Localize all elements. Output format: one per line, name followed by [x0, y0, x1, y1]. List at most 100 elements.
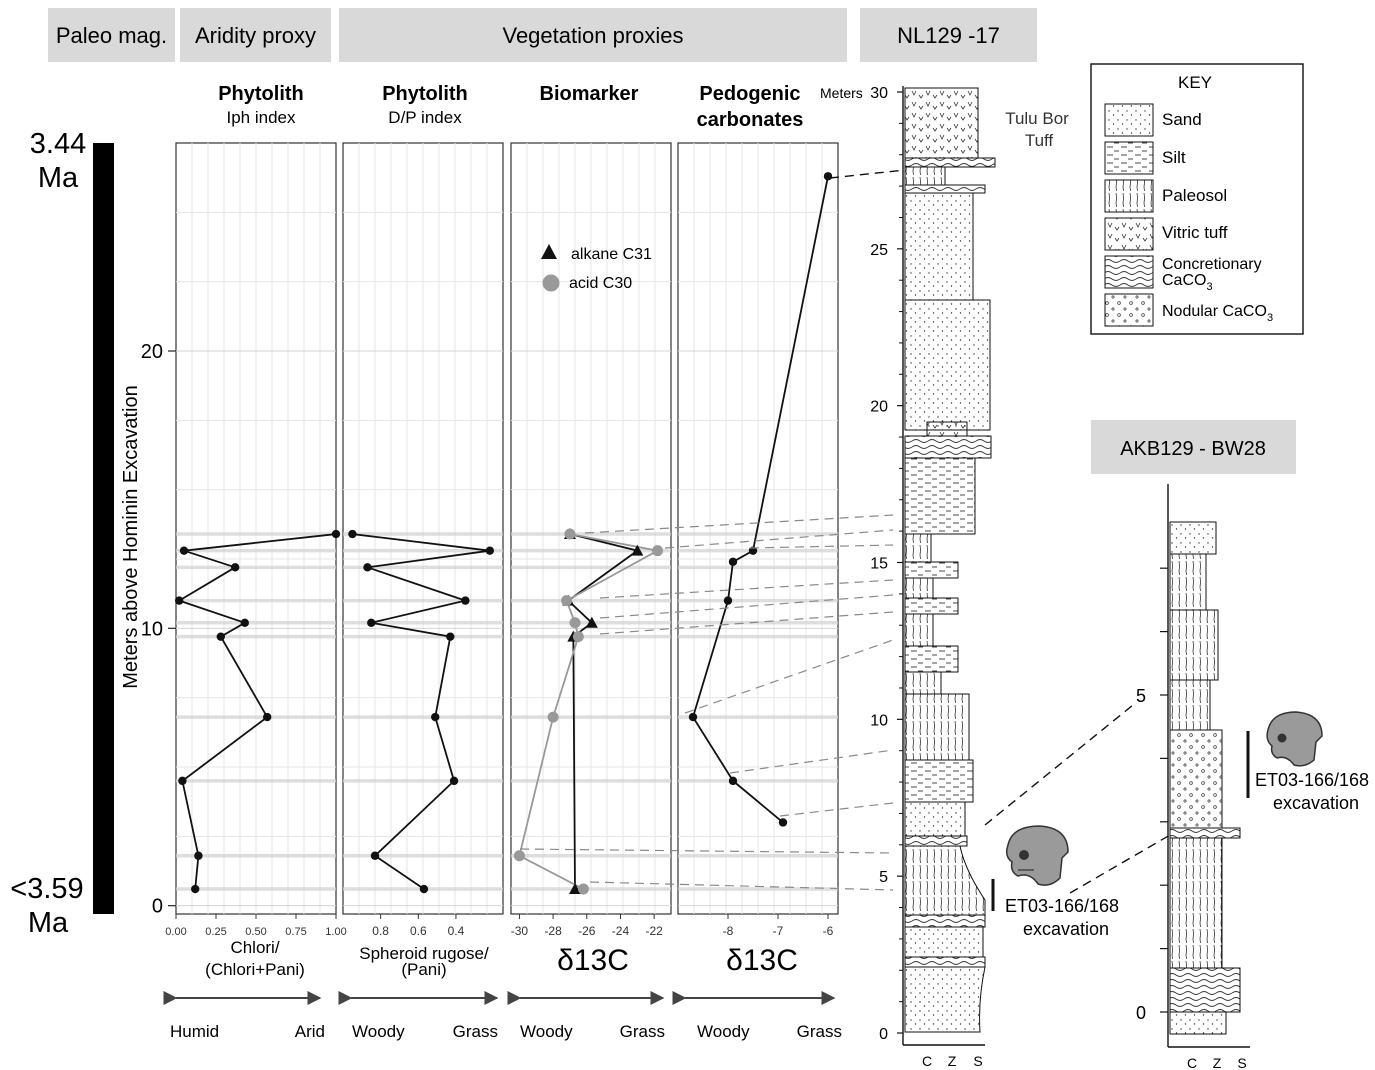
- y-tick-label: 0: [152, 896, 163, 918]
- legend-circle-marker: [542, 274, 560, 292]
- data-point: [778, 818, 788, 827]
- data-point: [652, 545, 664, 557]
- panel-carbonates-left-label: Woody: [697, 1022, 750, 1041]
- series-line: [352, 533, 490, 890]
- series-line: [177, 533, 337, 890]
- data-point: [513, 850, 525, 862]
- section1-sand-bed: [904, 192, 974, 301]
- section2-paleosol-bed: [1169, 837, 1223, 969]
- section2-paleosol-bed: [1169, 609, 1219, 681]
- section2-sand-bed: [1169, 521, 1217, 555]
- section1-tick-label: 30: [870, 85, 888, 102]
- section1-tick-label: 10: [870, 712, 888, 729]
- panel-biomarker-title: Biomarker: [540, 83, 639, 105]
- section1-sand-bed: [904, 801, 966, 837]
- panel-carbonates-right-label: Grass: [797, 1022, 842, 1041]
- panel-biomarker-right-label: Grass: [620, 1022, 665, 1041]
- section2-concretion-bed: [1169, 827, 1241, 839]
- data-point: [547, 711, 559, 723]
- header-aridity-label: Aridity proxy: [195, 23, 316, 48]
- x-tick-label: -24: [612, 924, 630, 938]
- key-title: KEY: [1178, 73, 1212, 92]
- section2-concretion-bed: [1169, 967, 1241, 1013]
- key-label-nodular: Nodular CaCO3: [1162, 303, 1273, 324]
- section1-silt-bed: [904, 561, 959, 579]
- data-point: [419, 884, 429, 894]
- key-swatch-paleosol: [1104, 179, 1154, 213]
- data-point: [370, 851, 380, 860]
- x-tick-label: -6: [823, 924, 834, 938]
- x-tick-label: -22: [645, 924, 663, 938]
- panel-iph-right-label: Arid: [295, 1022, 325, 1041]
- x-tick-label: 0.75: [285, 926, 306, 938]
- series-line: [518, 533, 661, 890]
- x-tick-label: -28: [544, 924, 562, 938]
- key-label-vitric-tuff: Vitric tuff: [1162, 223, 1228, 242]
- section1-tick-label: 15: [870, 556, 888, 573]
- section1-concretion-bed: [904, 184, 986, 194]
- data-point: [363, 563, 372, 572]
- series-line: [566, 533, 640, 890]
- section1-paleosol-bed: [904, 671, 942, 695]
- data-point: [431, 712, 440, 722]
- section1-concretion-bed: [904, 956, 986, 968]
- panel-dp-xlabel-2: (Pani): [401, 960, 446, 979]
- section2-grain-z: Z: [1213, 1055, 1222, 1070]
- data-point: [631, 544, 644, 556]
- key-swatch-sand: [1104, 103, 1154, 137]
- x-tick-label: -26: [578, 924, 596, 938]
- legend-acid-label: acid C30: [569, 275, 632, 292]
- header-section-nl129: [860, 8, 1037, 62]
- key-label-paleosol: Paleosol: [1162, 186, 1227, 205]
- x-tick-label: -30: [511, 924, 529, 938]
- data-point: [449, 776, 459, 786]
- section1-grain-s: S: [973, 1053, 982, 1069]
- header-paleomag: [48, 8, 175, 62]
- skull-icon: [1266, 711, 1323, 767]
- panel-biomarker-left-label: Woody: [520, 1022, 573, 1041]
- section1-paleosol-bed: [904, 693, 970, 761]
- tuff-label-1: Tulu Bor: [1005, 109, 1069, 128]
- data-point: [728, 776, 738, 786]
- panel-carbonates-xlabel: δ13C: [726, 944, 798, 977]
- section1-paleosol-bed: [904, 613, 934, 647]
- data-point: [191, 884, 200, 894]
- data-point: [688, 712, 698, 722]
- excavation-label-1b: excavation: [1023, 919, 1109, 939]
- header-vegetation: [339, 8, 847, 62]
- data-point: [348, 529, 357, 539]
- panel-dp-right-label: Grass: [453, 1022, 498, 1041]
- excavation-label-2b: excavation: [1273, 793, 1359, 813]
- section1-silt-bed: [904, 645, 959, 673]
- panel-carbonates-title: Pedogenic: [699, 83, 800, 105]
- section2-grain-c: C: [1187, 1055, 1197, 1070]
- header-section-akb129: [1091, 420, 1296, 474]
- panel-biomarker-xlabel: δ13C: [557, 944, 629, 977]
- header-paleomag-label: Paleo mag.: [56, 23, 167, 48]
- section2-grain-s: S: [1237, 1055, 1246, 1070]
- data-point: [748, 546, 758, 555]
- data-point: [564, 528, 576, 540]
- excavation-label-2a: ET03-166/168: [1255, 770, 1369, 790]
- section1-sand-bed: [904, 926, 984, 958]
- section1-paleosol-bed: [904, 845, 986, 916]
- key-label-silt: Silt: [1162, 148, 1186, 167]
- section1-tick-label: 5: [879, 869, 888, 886]
- section1-paleosol-bed: [904, 533, 932, 563]
- section1-tuff-bed: [904, 87, 979, 159]
- age-bottom-value: <3.59: [10, 873, 83, 905]
- panel-iph: Phytolith Iph index 0.00 0.25 0.50 0.75 1.00…: [163, 83, 347, 1041]
- panel-dp-left-label: Woody: [352, 1022, 405, 1041]
- x-tick-label: -7: [773, 924, 784, 938]
- section-connector-upper: [984, 704, 1134, 826]
- lithology-key: KEY Sand Silt Paleosol Vitric tuff Concr…: [1090, 63, 1304, 335]
- x-tick-label: 1.00: [325, 926, 346, 938]
- key-label-concretionary: Concretionary: [1162, 256, 1262, 273]
- x-tick-label: 0.8: [372, 924, 389, 938]
- section1-tick-label: 25: [870, 242, 888, 259]
- data-point: [461, 596, 470, 605]
- x-tick-label: 0.00: [165, 926, 186, 938]
- section2-tick-label: 0: [1136, 1003, 1146, 1023]
- panel-iph-xlabel-1: Chlori/: [230, 938, 279, 957]
